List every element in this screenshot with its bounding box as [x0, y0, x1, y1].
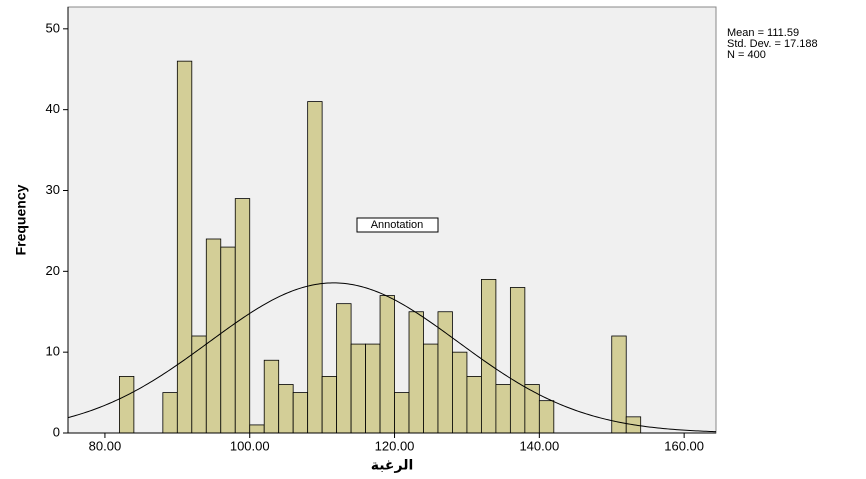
x-tick-label: 140.00	[519, 438, 559, 453]
bar	[205, 238, 222, 434]
stat-label: Mean = 111.59	[727, 27, 799, 39]
bar	[263, 359, 280, 434]
bar	[336, 303, 352, 434]
bar	[350, 343, 366, 434]
bar	[321, 376, 338, 434]
y-tick-label: 0	[53, 424, 60, 439]
x-tick-label: 80.00	[89, 438, 122, 453]
x-tick-label: 120.00	[375, 438, 415, 453]
bar	[466, 376, 482, 434]
bar	[408, 311, 424, 434]
stat-label: Std. Dev. = 17.188	[727, 38, 818, 50]
bar	[538, 400, 555, 434]
bar	[119, 376, 135, 434]
bar	[423, 343, 439, 434]
bar	[292, 392, 309, 434]
stat-label: N = 400	[727, 49, 766, 61]
bar	[481, 279, 497, 434]
bar	[249, 424, 265, 434]
bar	[220, 246, 236, 434]
bar	[524, 384, 540, 434]
bar	[379, 295, 395, 434]
bar	[307, 101, 323, 434]
x-tick-label: 160.00	[664, 438, 704, 453]
bar	[365, 343, 381, 434]
y-axis-label: Frequency	[13, 184, 29, 255]
y-tick-label: 40	[46, 101, 60, 116]
bar	[452, 351, 468, 434]
annotation: Annotation	[371, 219, 424, 231]
bar	[191, 335, 207, 434]
x-axis-label: الرغبة	[371, 457, 414, 474]
y-tick-label: 10	[46, 344, 60, 359]
x-tick-label: 100.00	[230, 438, 270, 453]
bar	[278, 384, 294, 434]
normal-curve	[67, 282, 717, 433]
bar	[611, 335, 627, 434]
bar	[234, 198, 251, 434]
bar	[495, 384, 511, 434]
y-tick-label: 30	[46, 182, 60, 197]
bar	[437, 311, 453, 434]
bar	[394, 392, 410, 434]
annotation-box	[356, 217, 439, 233]
bar	[162, 392, 178, 434]
y-tick-label: 50	[46, 20, 60, 35]
bar	[509, 287, 526, 434]
bar	[176, 60, 193, 434]
y-tick-label: 20	[46, 263, 60, 278]
